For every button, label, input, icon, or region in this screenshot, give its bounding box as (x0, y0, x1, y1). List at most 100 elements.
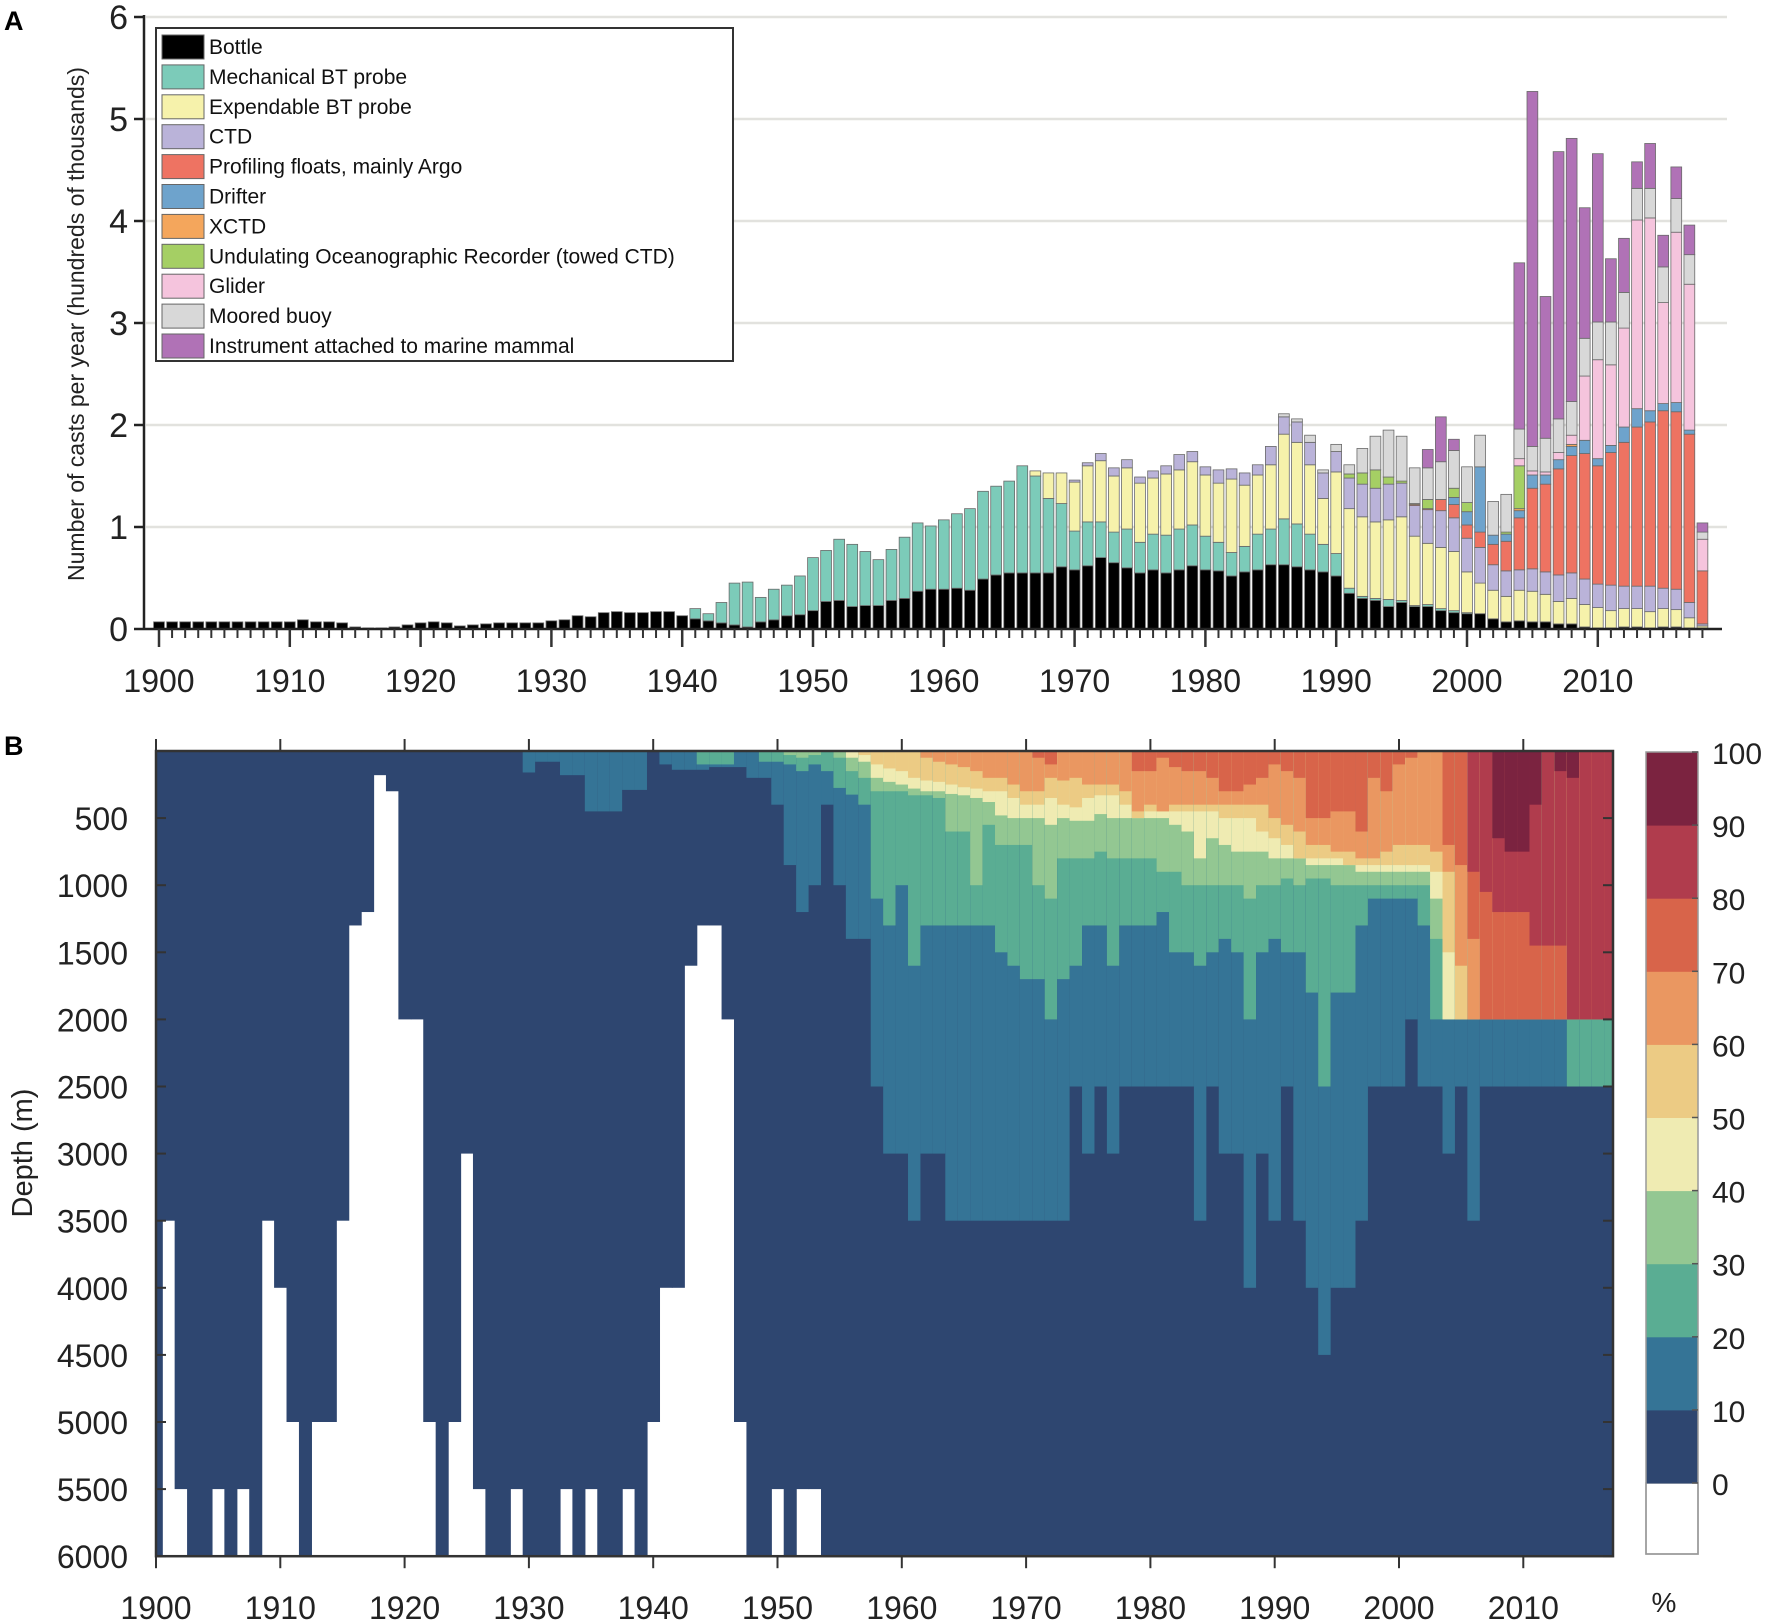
heatmap-cell (634, 751, 648, 1557)
heatmap-cell (286, 751, 300, 1422)
bar-segment (1644, 187, 1656, 219)
y-tick-label: 4000 (57, 1271, 128, 1307)
bar-segment (1121, 459, 1133, 469)
bar-segment (1618, 585, 1630, 609)
y-tick-label: 1500 (57, 935, 128, 971)
heatmap-cell (746, 751, 760, 1557)
heatmap-cell (1044, 751, 1058, 765)
bar-segment (1421, 467, 1434, 500)
y-tick-label: 5000 (57, 1405, 128, 1441)
bar-segment (1186, 565, 1199, 630)
bar-segment (924, 525, 937, 590)
bar-segment (1513, 569, 1526, 591)
bar-segment (820, 550, 832, 602)
heatmap-cell (771, 751, 785, 805)
bar-segment (1435, 510, 1447, 548)
heatmap-cell (696, 751, 710, 926)
bar-segment (1631, 161, 1643, 189)
bar-segment (898, 536, 911, 599)
heatmap-cell (1094, 751, 1108, 785)
bar-segment (558, 619, 571, 630)
x-tick-label: 1900 (123, 663, 194, 699)
legend: Bottle Mechanical BT probe Expendable BT p… (155, 27, 734, 362)
heatmap-cell (783, 751, 797, 866)
colorbar-swatch (1646, 971, 1698, 1045)
heatmap-cell (733, 751, 748, 768)
bar-segment (1421, 542, 1434, 605)
bar-segment (1265, 564, 1277, 630)
bar-segment (1631, 608, 1643, 628)
heatmap-cell (584, 751, 598, 1490)
heatmap-cell (1554, 751, 1568, 772)
heatmap-cell (398, 751, 412, 1020)
heatmap-cell (622, 751, 636, 1490)
heatmap-cell (808, 751, 822, 756)
bar-segment (1278, 564, 1290, 630)
bar-segment (1618, 291, 1630, 329)
bar-segment (1670, 166, 1683, 199)
bar-segment (1029, 572, 1042, 630)
bar-segment (1526, 446, 1539, 472)
heatmap-cell (1305, 751, 1319, 819)
heatmap-cell (858, 751, 872, 756)
bar-segment (1461, 613, 1473, 630)
bar-segment (1683, 617, 1696, 629)
bar-segment (1448, 497, 1460, 505)
bar-segment (1408, 505, 1421, 537)
heatmap-cell (883, 751, 897, 769)
bar-segment (1304, 434, 1316, 443)
bar-segment (1605, 444, 1617, 453)
bar-segment (1343, 477, 1356, 510)
heatmap-cell (1131, 751, 1145, 772)
bar-segment (1068, 481, 1081, 532)
bar-segment (1513, 262, 1526, 430)
colorbar-tick-label: 50 (1712, 1104, 1745, 1137)
colorbar-tick-label: 30 (1712, 1250, 1745, 1283)
colorbar-swatch (1646, 898, 1698, 972)
legend-swatch (161, 303, 205, 329)
heatmap-cell (1268, 751, 1282, 765)
heatmap-cell (472, 751, 486, 1490)
bar-segment (794, 614, 806, 630)
bar-segment (1578, 578, 1591, 605)
bar-segment (1461, 502, 1473, 513)
bar-segment (1657, 410, 1670, 589)
bar-segment (1605, 610, 1617, 629)
bar-segment (938, 519, 950, 590)
bar-segment (1395, 602, 1408, 630)
bar-segment (1631, 585, 1643, 609)
bar-segment (781, 584, 793, 617)
bar-segment (1081, 521, 1094, 567)
bar-segment (1631, 426, 1643, 587)
heatmap-cell (261, 751, 275, 1221)
bar-segment (911, 590, 924, 630)
heatmap-cell (634, 751, 648, 790)
bar-segment (1343, 473, 1356, 479)
bar-segment (1644, 421, 1656, 587)
heatmap-cell (609, 751, 623, 1557)
y-tick-label: 5500 (57, 1472, 128, 1508)
bar-segment (1278, 433, 1290, 520)
bar-segment (1382, 606, 1395, 630)
colorbar-tick-label: 20 (1712, 1323, 1745, 1356)
bar-segment (1500, 493, 1513, 533)
bar-segment (1631, 408, 1643, 428)
bar-segment (624, 612, 636, 630)
bar-segment (1513, 589, 1526, 622)
heatmap-cell (808, 751, 822, 886)
bar-segment (1552, 574, 1565, 602)
bar-segment (1421, 509, 1434, 544)
colorbar-frame (1645, 751, 1699, 1555)
bar-segment (1356, 448, 1369, 474)
heatmap-cell (758, 751, 772, 762)
colorbar-no-data-swatch (1645, 1482, 1699, 1555)
bar-segment (1565, 572, 1578, 599)
bar-segment (1670, 198, 1683, 233)
bar-segment (1291, 441, 1303, 525)
legend-label: Undulating Oceanographic Recorder (towed… (209, 245, 675, 268)
heatmap-cell (547, 751, 561, 1557)
heatmap-cell (1517, 751, 1531, 852)
panel-b-y-axis-title: Depth (m) (7, 1089, 39, 1218)
bar-segment (1500, 540, 1513, 572)
